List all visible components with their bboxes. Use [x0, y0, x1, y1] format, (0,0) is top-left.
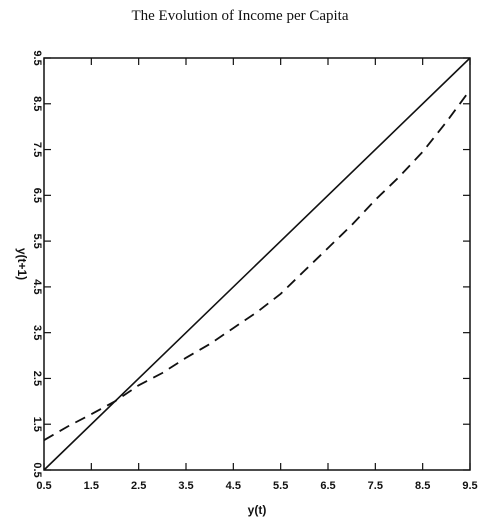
x-tick-label: 9.5: [462, 480, 477, 492]
y-tick-label: 0.5: [31, 462, 43, 477]
y-tick-label: 1.5: [31, 417, 43, 432]
x-tick-label: 8.5: [415, 480, 430, 492]
x-tick-labels: 0.5 1.5 2.5 3.5 4.5 5.5 6.5 7.5 8.5 9.5: [36, 480, 477, 492]
x-axis-label: y(t): [248, 503, 267, 517]
y-tick-label: 5.5: [31, 233, 43, 248]
solid-series-line: [43, 57, 471, 471]
series-lines: [43, 57, 471, 471]
y-tick-label: 6.5: [31, 188, 43, 203]
y-tick-label: 4.5: [31, 279, 43, 294]
y-tick-label: 8.5: [31, 96, 43, 111]
y-tick-label: 3.5: [31, 325, 43, 340]
tick-marks: [43, 57, 471, 471]
y-tick-label: 7.5: [31, 142, 43, 157]
y-tick-label: 9.5: [31, 50, 43, 65]
chart-title: The Evolution of Income per Capita: [131, 8, 349, 24]
y-axis-label: y(t+1): [15, 248, 29, 280]
y-tick-label: 2.5: [31, 371, 43, 386]
x-tick-label: 3.5: [178, 480, 193, 492]
x-tick-label: 6.5: [320, 480, 335, 492]
x-tick-label: 1.5: [84, 480, 99, 492]
x-tick-label: 2.5: [131, 480, 146, 492]
plot-frame: [43, 57, 471, 471]
dashed-series-line: [43, 89, 471, 441]
x-tick-label: 7.5: [368, 480, 383, 492]
x-tick-label: 4.5: [226, 480, 241, 492]
x-tick-label: 0.5: [36, 480, 51, 492]
y-tick-labels: 0.5 1.5 2.5 3.5 4.5 5.5 6.5 7.5 8.5 9.5: [31, 50, 43, 477]
x-tick-label: 5.5: [273, 480, 288, 492]
